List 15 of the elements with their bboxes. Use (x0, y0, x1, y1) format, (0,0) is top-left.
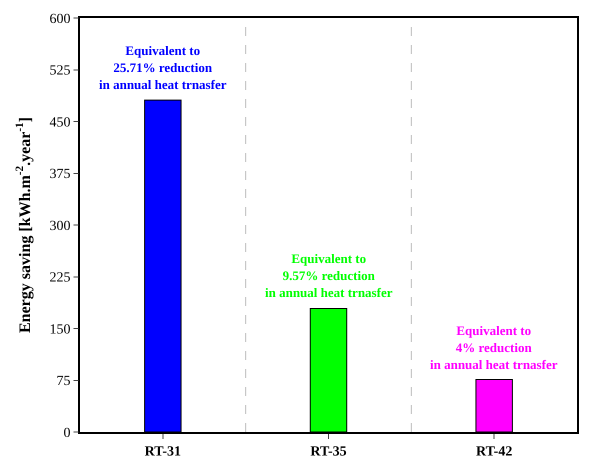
y-tick-label: 375 (49, 167, 70, 182)
y-tick-label: 75 (56, 374, 70, 390)
annotation: Equivalent to 25.71% reduction in annual heat trnasfer (99, 43, 227, 92)
x-tick-label: RT-42 (476, 444, 512, 460)
x-tick-label: RT-35 (310, 444, 347, 460)
annotation: Equivalent to 9.57% reduction in annual heat trnasfer (265, 251, 393, 300)
y-tick-label: 300 (49, 218, 70, 234)
y-tick-label: 150 (49, 322, 70, 338)
y-tick-label: 450 (49, 115, 70, 130)
y-tick-label: 600 (49, 12, 70, 27)
y-tick-label: 525 (49, 64, 70, 79)
annotation: Equivalent to 4% reduction in annual heat trnasfer (430, 323, 558, 372)
x-tick-label: RT-31 (144, 444, 181, 460)
y-tick-label: 0 (63, 426, 70, 441)
y-tick-label: 225 (49, 270, 70, 286)
